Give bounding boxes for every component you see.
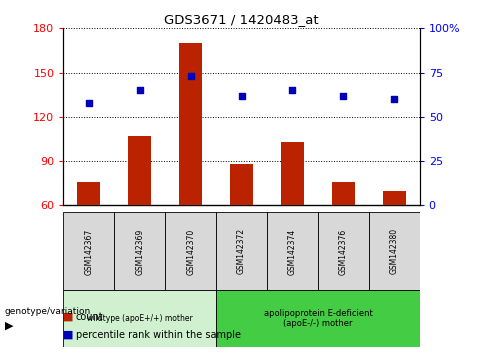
Bar [230,164,253,205]
Text: wildtype (apoE+/+) mother: wildtype (apoE+/+) mother [87,314,193,323]
Text: GSM142376: GSM142376 [339,228,348,275]
Bar [216,212,267,290]
Bar [63,290,216,347]
Text: apolipoprotein E-deficient
(apoE-/-) mother: apolipoprotein E-deficient (apoE-/-) mot… [264,309,372,329]
Bar [281,142,304,205]
Text: GSM142370: GSM142370 [186,228,195,275]
Text: GSM142372: GSM142372 [237,228,246,274]
Text: ■: ■ [63,330,74,339]
Text: GSM142369: GSM142369 [135,228,144,275]
Text: GSM142380: GSM142380 [390,228,399,274]
Text: genotype/variation: genotype/variation [5,307,91,316]
Point [238,93,245,98]
Bar [383,190,406,205]
Text: count: count [76,312,103,322]
Title: GDS3671 / 1420483_at: GDS3671 / 1420483_at [164,13,319,26]
Text: ▶: ▶ [5,321,13,331]
Bar [78,182,101,205]
Bar [369,212,420,290]
Bar [267,212,318,290]
Point [187,73,195,79]
Bar [165,212,216,290]
Text: ■: ■ [63,312,74,322]
Bar [128,136,151,205]
Bar [63,212,114,290]
Point [136,87,143,93]
Text: percentile rank within the sample: percentile rank within the sample [76,330,241,339]
Text: GSM142374: GSM142374 [288,228,297,275]
Point [340,93,347,98]
Point [390,96,398,102]
Bar [216,290,420,347]
Bar [318,212,369,290]
Point [288,87,296,93]
Bar [332,182,355,205]
Text: GSM142367: GSM142367 [84,228,93,275]
Bar [179,43,202,205]
Bar [114,212,165,290]
Point [85,100,93,105]
